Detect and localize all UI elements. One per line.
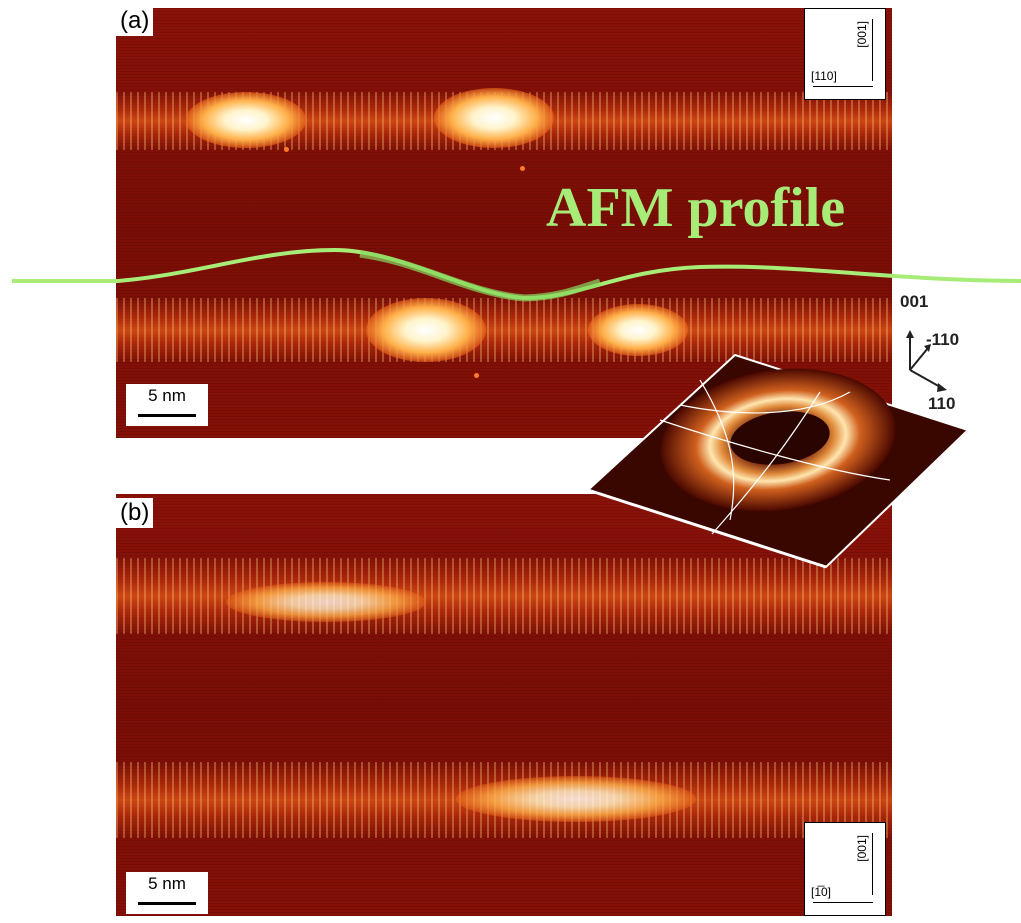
orientation-vertical-axis [872,19,873,81]
panel-label-b: (b) [116,498,154,528]
scale-bar-line [138,414,196,417]
afm-profile-label: AFM profile [546,177,846,239]
orientation-horizontal-label: [1̅0] [811,885,832,899]
afm-profile-curve [12,247,1021,301]
scale-bar-label: 5 nm [148,386,186,405]
scale-bar-line [138,902,196,905]
stm-image-panel-b [116,494,892,916]
stm-image-panel-a [116,8,892,438]
orientation-horizontal-axis [813,86,873,87]
orientation-box-a: [001] [110] [804,8,886,100]
donut-3d-inset [586,353,970,569]
adatom-dot [474,373,479,378]
scale-bar-a: 5 nm [126,384,208,426]
axes-arrows [906,330,947,392]
scale-bar-b: 5 nm [126,872,208,914]
bright-cluster [186,92,306,148]
scale-bar-label: 5 nm [148,874,186,893]
panel-label-a: (a) [116,6,154,36]
orientation-vertical-axis [872,833,873,895]
orientation-horizontal-axis [813,902,873,903]
afm-profile-shadow [359,250,602,302]
axis-label-110: 110 [928,394,956,413]
bright-cluster [434,88,554,148]
bright-cluster [226,582,426,622]
axis-label-minus-110: -110 [926,330,960,349]
adatom-dot [284,147,289,152]
adatom-dot [520,166,525,171]
bright-cluster [366,298,486,362]
orientation-box-b: [001] [1̅0] [804,822,886,916]
atomic-row-stripe [116,298,892,362]
crystal-axes-triad: 001 -110 110 [898,290,998,420]
axis-label-001: 001 [900,292,929,311]
bright-cluster [588,304,688,356]
bright-cluster [456,776,696,822]
orientation-horizontal-label: [110] [811,69,837,83]
